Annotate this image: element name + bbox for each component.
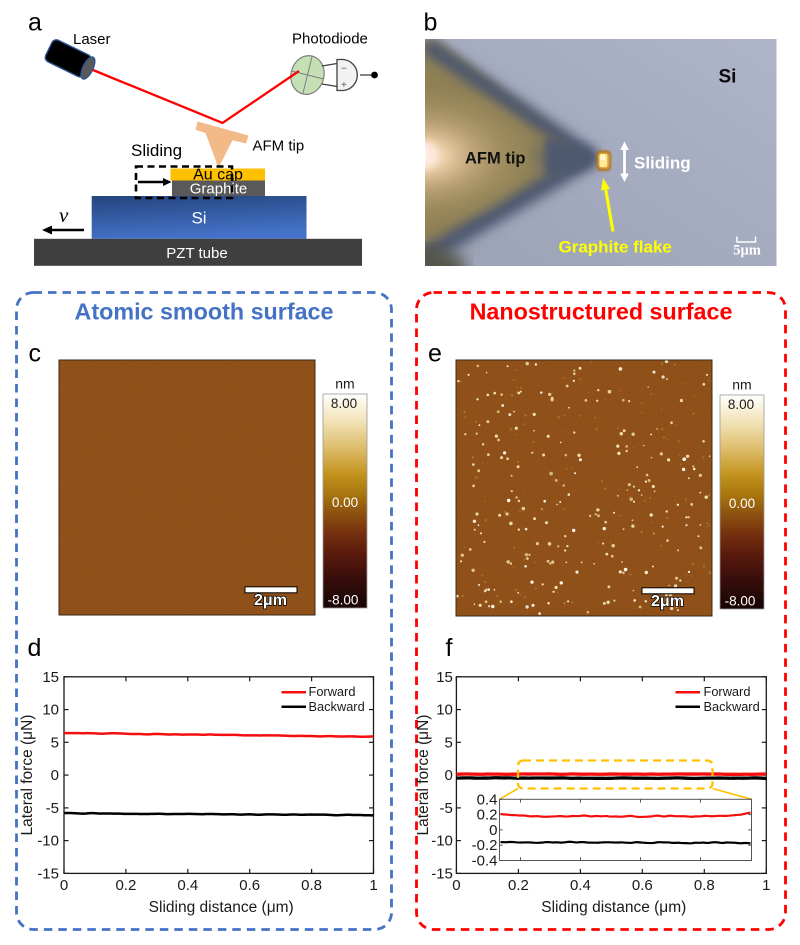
svg-text:0: 0 [51,767,59,784]
svg-text:Laser: Laser [73,31,111,48]
svg-text:1: 1 [762,877,770,894]
svg-text:-10: -10 [431,833,453,850]
svg-text:10: 10 [436,702,453,719]
svg-text:0.00: 0.00 [332,495,358,510]
svg-text:-15: -15 [431,865,453,882]
svg-text:0.4: 0.4 [570,877,591,894]
svg-text:-10: -10 [37,833,59,850]
svg-text:d: d [28,634,42,662]
svg-text:nm: nm [335,376,354,392]
svg-text:Nanostructured surface: Nanostructured surface [470,299,733,325]
svg-text:0.6: 0.6 [239,877,260,894]
svg-text:0.4: 0.4 [477,791,498,808]
svg-text:0: 0 [445,767,453,784]
svg-text:0.6: 0.6 [632,877,653,894]
svg-text:2μm: 2μm [254,592,287,609]
svg-text:8.00: 8.00 [728,397,754,412]
svg-text:Sliding: Sliding [131,141,182,160]
svg-text:-5: -5 [440,800,453,817]
svg-text:Forward: Forward [309,684,356,699]
svg-text:1: 1 [369,877,377,894]
svg-text:a: a [28,9,42,37]
svg-text:Photodiode: Photodiode [292,31,368,48]
svg-text:AFM tip: AFM tip [253,138,305,155]
svg-text:15: 15 [436,669,453,686]
svg-text:10: 10 [42,702,59,719]
svg-text:-15: -15 [37,865,59,882]
svg-text:-5: -5 [46,800,59,817]
svg-text:nm: nm [732,377,751,393]
svg-text:0.8: 0.8 [694,877,715,894]
svg-text:Sliding distance (μm): Sliding distance (μm) [149,899,294,916]
svg-text:5: 5 [51,734,59,751]
svg-text:Sliding: Sliding [634,154,691,173]
svg-text:Graphite flake: Graphite flake [559,238,672,257]
svg-text:Lateral force (μN): Lateral force (μN) [415,715,432,836]
svg-text:Forward: Forward [704,684,751,699]
svg-text:0.2: 0.2 [477,807,498,824]
svg-text:0: 0 [489,822,497,839]
svg-text:0.00: 0.00 [729,496,755,511]
svg-text:b: b [424,9,438,37]
svg-text:Au cap: Au cap [193,167,243,184]
svg-text:v: v [59,203,69,227]
svg-text:−: − [341,64,347,75]
svg-text:Backward: Backward [309,699,365,714]
svg-text:0.4: 0.4 [177,877,198,894]
svg-text:-0.2: -0.2 [472,837,498,854]
svg-text:Si: Si [191,209,206,228]
svg-text:c: c [29,340,42,368]
svg-text:Sliding distance (μm): Sliding distance (μm) [541,899,686,916]
svg-text:e: e [428,340,442,368]
svg-text:0.2: 0.2 [508,877,529,894]
svg-text:0: 0 [452,877,460,894]
svg-text:+: + [341,80,347,91]
svg-text:-0.4: -0.4 [472,853,498,870]
svg-text:Atomic smooth surface: Atomic smooth surface [75,299,334,325]
svg-text:15: 15 [42,669,59,686]
svg-text:0.2: 0.2 [115,877,136,894]
svg-text:8.00: 8.00 [331,396,357,411]
svg-text:0.8: 0.8 [301,877,322,894]
svg-text:5μm: 5μm [733,243,761,259]
svg-text:2μm: 2μm [651,593,684,610]
svg-text:-8.00: -8.00 [725,594,756,609]
svg-text:-8.00: -8.00 [328,593,359,608]
svg-text:f: f [446,634,453,662]
svg-text:AFM tip: AFM tip [465,150,525,168]
svg-text:0: 0 [60,877,68,894]
svg-text:Backward: Backward [704,699,760,714]
svg-text:Si: Si [719,67,737,88]
svg-text:PZT tube: PZT tube [166,245,227,262]
svg-text:Graphite: Graphite [190,181,248,198]
svg-text:Lateral force (μN): Lateral force (μN) [19,715,36,836]
svg-text:5: 5 [445,734,453,751]
